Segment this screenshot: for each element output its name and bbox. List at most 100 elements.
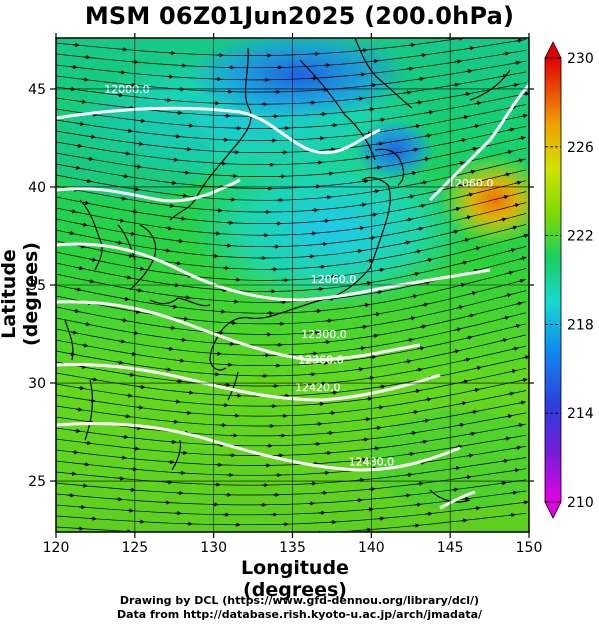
streamline xyxy=(56,423,527,456)
wind-arrow xyxy=(512,468,520,473)
wind-arrow xyxy=(176,238,184,244)
wind-arrow xyxy=(177,358,185,363)
streamline xyxy=(56,82,527,117)
wind-arrow xyxy=(75,407,83,412)
wind-arrow xyxy=(359,457,367,463)
wind-arrow xyxy=(80,222,88,227)
wind-arrow xyxy=(513,60,521,66)
wind-arrow xyxy=(465,69,473,74)
wind-arrow xyxy=(119,455,127,460)
wind-arrow xyxy=(376,405,384,410)
wind-arrow xyxy=(374,165,382,170)
wind-arrow xyxy=(121,173,129,179)
wind-arrow xyxy=(130,466,138,472)
wind-arrow xyxy=(181,316,189,321)
credit-line-data: Data from http://database.rish.kyoto-u.a… xyxy=(116,608,483,621)
wind-arrow xyxy=(163,248,171,253)
wind-arrow xyxy=(178,216,186,221)
wind-arrow xyxy=(120,318,128,323)
wind-arrow xyxy=(503,172,511,177)
streamline xyxy=(56,401,527,437)
wind-arrow xyxy=(451,229,459,234)
wind-arrow xyxy=(179,337,187,343)
wind-arrow xyxy=(457,161,465,166)
colorbar-tick-label: 210 xyxy=(567,495,594,511)
wind-arrow xyxy=(76,265,84,271)
y-tick-label: 40 xyxy=(28,180,46,196)
wind-arrow xyxy=(84,440,92,446)
wind-arrow xyxy=(413,388,421,394)
wind-arrow xyxy=(377,516,385,521)
colorbar-tick-label: 218 xyxy=(567,317,594,333)
wind-arrow xyxy=(73,428,81,433)
wind-arrow xyxy=(175,378,183,384)
wind-arrow xyxy=(502,315,510,320)
wind-arrow xyxy=(469,291,477,296)
streamline xyxy=(56,468,527,496)
wind-arrow xyxy=(364,280,372,286)
wind-arrow xyxy=(511,346,519,351)
wind-arrow xyxy=(517,278,525,284)
wind-arrow xyxy=(474,365,482,371)
wind-arrow xyxy=(473,506,481,511)
wind-arrow xyxy=(316,286,324,292)
wind-arrow xyxy=(68,351,76,357)
geopotential-contours xyxy=(56,83,529,510)
wind-arrow xyxy=(81,77,89,82)
streamline xyxy=(56,104,527,141)
wind-arrow xyxy=(473,246,481,251)
wind-arrow xyxy=(520,113,528,119)
wind-arrow xyxy=(417,346,425,351)
streamline xyxy=(56,49,527,81)
wind-arrow xyxy=(468,169,476,175)
wind-arrow xyxy=(184,410,192,415)
wind-arrow xyxy=(169,439,177,445)
wind-arrow xyxy=(452,82,460,87)
wind-arrow xyxy=(503,436,511,441)
wind-arrow xyxy=(459,401,467,406)
wind-arrow xyxy=(318,264,326,269)
wind-arrow xyxy=(520,377,528,383)
y-tick-label: 35 xyxy=(28,278,46,294)
wind-arrow xyxy=(119,196,127,201)
wind-arrow xyxy=(123,151,131,156)
wind-arrow xyxy=(372,189,380,194)
wind-arrow xyxy=(403,493,411,498)
wind-arrow xyxy=(90,377,98,382)
wind-arrow xyxy=(361,437,369,442)
contour-label: 12060.0 xyxy=(448,177,494,190)
wind-arrow xyxy=(459,138,467,143)
wind-arrow xyxy=(453,466,461,471)
wind-arrow xyxy=(118,70,126,75)
wind-arrow xyxy=(507,391,515,396)
colorbar-max-triangle xyxy=(544,41,562,59)
wind-arrow xyxy=(470,146,478,152)
wind-arrow xyxy=(424,397,432,402)
wind-arrow xyxy=(418,203,426,208)
wind-arrow xyxy=(461,115,469,120)
wind-arrow xyxy=(81,343,89,348)
wind-arrow xyxy=(125,393,133,398)
wind-arrow xyxy=(457,422,465,428)
wind-arrow xyxy=(124,275,132,280)
wind-arrow xyxy=(375,290,383,295)
x-tick-label: 125 xyxy=(121,540,148,556)
wind-arrow xyxy=(355,498,363,503)
x-tick-label: 120 xyxy=(43,540,70,556)
wind-arrow xyxy=(514,445,522,450)
y-tick-label: 25 xyxy=(28,474,46,490)
wind-arrow xyxy=(357,225,365,231)
wind-arrow xyxy=(325,318,333,323)
wind-arrow xyxy=(82,200,90,205)
wind-arrow xyxy=(465,335,473,340)
wind-arrow xyxy=(376,141,384,146)
wind-arrow xyxy=(359,202,367,208)
wind-arrow xyxy=(511,82,519,88)
wind-arrow xyxy=(463,357,471,362)
wind-arrow xyxy=(468,431,476,436)
wind-arrow xyxy=(369,83,377,88)
wind-arrow xyxy=(326,171,334,176)
wind-arrow xyxy=(358,346,366,351)
wind-arrow xyxy=(460,260,468,265)
streamline xyxy=(56,323,527,367)
